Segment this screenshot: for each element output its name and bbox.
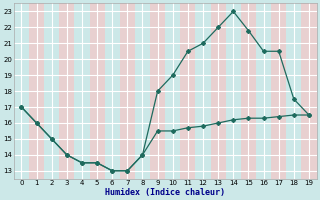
Bar	[90, 3, 105, 179]
Bar	[59, 3, 74, 179]
Bar	[241, 3, 256, 179]
Bar	[120, 3, 135, 179]
X-axis label: Humidex (Indice chaleur): Humidex (Indice chaleur)	[105, 188, 225, 197]
Bar	[180, 3, 196, 179]
Bar	[150, 3, 165, 179]
Bar	[301, 3, 316, 179]
Bar	[211, 3, 226, 179]
Bar	[29, 3, 44, 179]
Bar	[271, 3, 286, 179]
